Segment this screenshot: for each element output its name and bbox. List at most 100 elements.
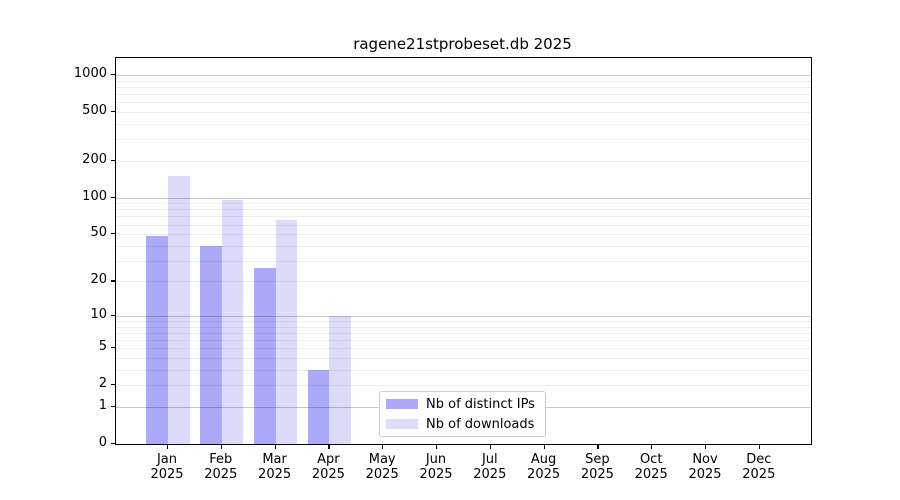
x-tickmark-jul (489, 444, 491, 449)
bar-distinct-ips-jan (146, 236, 168, 444)
gridline-minor-700 (116, 94, 811, 96)
x-tick-month: Jul (481, 452, 498, 467)
x-tick-label-jun: Jun 2025 (404, 452, 468, 482)
legend-label-distinct-ips: Nb of distinct IPs (426, 396, 535, 412)
y-tickmark-5 (111, 347, 116, 349)
y-tick-label-0: 0 (98, 435, 107, 450)
x-tickmark-mar (274, 444, 276, 449)
y-tick-label-500: 500 (82, 103, 107, 118)
y-tickmark-500 (111, 111, 116, 113)
bar-distinct-ips-feb (200, 245, 222, 444)
gridline-minor-9 (116, 321, 811, 322)
x-tick-label-apr: Apr 2025 (296, 452, 360, 482)
gridline-minor-6 (116, 340, 811, 342)
legend-swatch-downloads (386, 419, 418, 429)
y-tickmark-200 (111, 159, 116, 161)
gridline-major-100 (116, 197, 811, 199)
y-tick-label-200: 200 (82, 151, 107, 167)
x-tick-month: Mar (262, 452, 287, 467)
gridline-minor-200 (116, 160, 811, 162)
gridline-minor-800 (116, 86, 811, 88)
x-tick-month: Oct (639, 452, 663, 467)
bar-downloads-apr (329, 315, 352, 444)
bar-downloads-mar (275, 220, 298, 444)
legend-item-downloads: Nb of downloads (386, 416, 545, 432)
gridline-minor-8 (116, 326, 811, 328)
x-tick-year: 2025 (688, 467, 722, 482)
x-tick-month: Aug (530, 452, 557, 467)
x-tickmark-feb (220, 444, 222, 449)
x-tickmark-jan (167, 444, 169, 449)
x-tickmark-jun (436, 444, 438, 449)
gridline-minor-900 (116, 80, 811, 82)
x-tick-year: 2025 (365, 467, 399, 482)
x-tick-month: Jun (425, 452, 447, 467)
gridline-minor-400 (116, 123, 811, 125)
x-tick-label-may: May 2025 (350, 452, 414, 482)
x-tick-label-aug: Aug 2025 (512, 452, 576, 482)
y-tickmark-100 (111, 196, 116, 198)
y-tickmark-50 (111, 233, 116, 235)
gridline-minor-300 (116, 139, 811, 141)
x-tick-year: 2025 (258, 467, 292, 482)
gridline-minor-70 (116, 216, 811, 218)
x-tick-month: Apr (317, 452, 340, 467)
gridline-minor-5 (116, 348, 811, 350)
x-tickmark-oct (651, 444, 653, 449)
gridline-minor-20 (116, 281, 811, 283)
gridline-minor-30 (116, 260, 811, 262)
x-tick-month: Sep (585, 452, 610, 467)
bar-distinct-ips-apr (307, 370, 330, 444)
y-tickmark-1000 (111, 74, 116, 76)
y-tick-label-5: 5 (98, 339, 107, 355)
x-tick-label-feb: Feb 2025 (189, 452, 253, 482)
bar-downloads-feb (221, 200, 244, 444)
y-tickmark-0 (111, 443, 116, 445)
gridline-major-1000 (116, 75, 811, 76)
x-tick-label-sep: Sep 2025 (565, 452, 629, 482)
x-tick-year: 2025 (742, 467, 776, 482)
gridline-minor-4 (116, 358, 811, 359)
x-tick-year: 2025 (150, 467, 184, 482)
y-tick-label-10: 10 (90, 306, 107, 322)
bar-downloads-jan (168, 176, 190, 444)
x-tick-month: Jan (156, 452, 178, 467)
gridline-minor-7 (116, 332, 811, 334)
x-tick-year: 2025 (204, 467, 238, 482)
y-tick-label-2: 2 (98, 376, 107, 392)
gridline-minor-3 (116, 370, 811, 371)
x-tick-year: 2025 (580, 467, 614, 482)
x-tickmark-aug (543, 444, 545, 449)
gridline-minor-500 (116, 112, 811, 113)
x-tickmark-nov (705, 444, 707, 449)
x-tick-label-oct: Oct 2025 (619, 452, 683, 482)
x-tick-month: May (368, 452, 396, 467)
x-tick-year: 2025 (634, 467, 668, 482)
gridline-minor-2 (116, 385, 811, 387)
gridline-minor-50 (116, 234, 811, 235)
x-tick-label-jul: Jul 2025 (458, 452, 522, 482)
x-tick-month: Feb (209, 452, 233, 467)
gridline-minor-80 (116, 209, 811, 211)
x-tick-year: 2025 (419, 467, 453, 482)
x-tickmark-sep (597, 444, 599, 449)
y-tick-label-50: 50 (90, 225, 107, 240)
y-tickmark-2 (111, 384, 116, 386)
gridline-minor-60 (116, 224, 811, 226)
x-tick-label-dec: Dec 2025 (727, 452, 791, 482)
x-tick-label-mar: Mar 2025 (243, 452, 307, 482)
y-tickmark-20 (111, 280, 116, 282)
x-tick-label-jan: Jan 2025 (135, 452, 199, 482)
y-tickmark-1 (111, 406, 116, 408)
x-tick-year: 2025 (473, 467, 507, 482)
x-tickmark-may (382, 444, 384, 449)
x-tick-month: Dec (746, 452, 772, 467)
y-tickmark-10 (111, 314, 116, 317)
legend: Nb of distinct IPs Nb of downloads (379, 391, 546, 437)
plot-area (115, 57, 812, 445)
x-tick-year: 2025 (311, 467, 345, 482)
legend-swatch-distinct-ips (386, 399, 418, 409)
y-tick-label-20: 20 (90, 272, 107, 288)
legend-label-downloads: Nb of downloads (426, 416, 535, 432)
